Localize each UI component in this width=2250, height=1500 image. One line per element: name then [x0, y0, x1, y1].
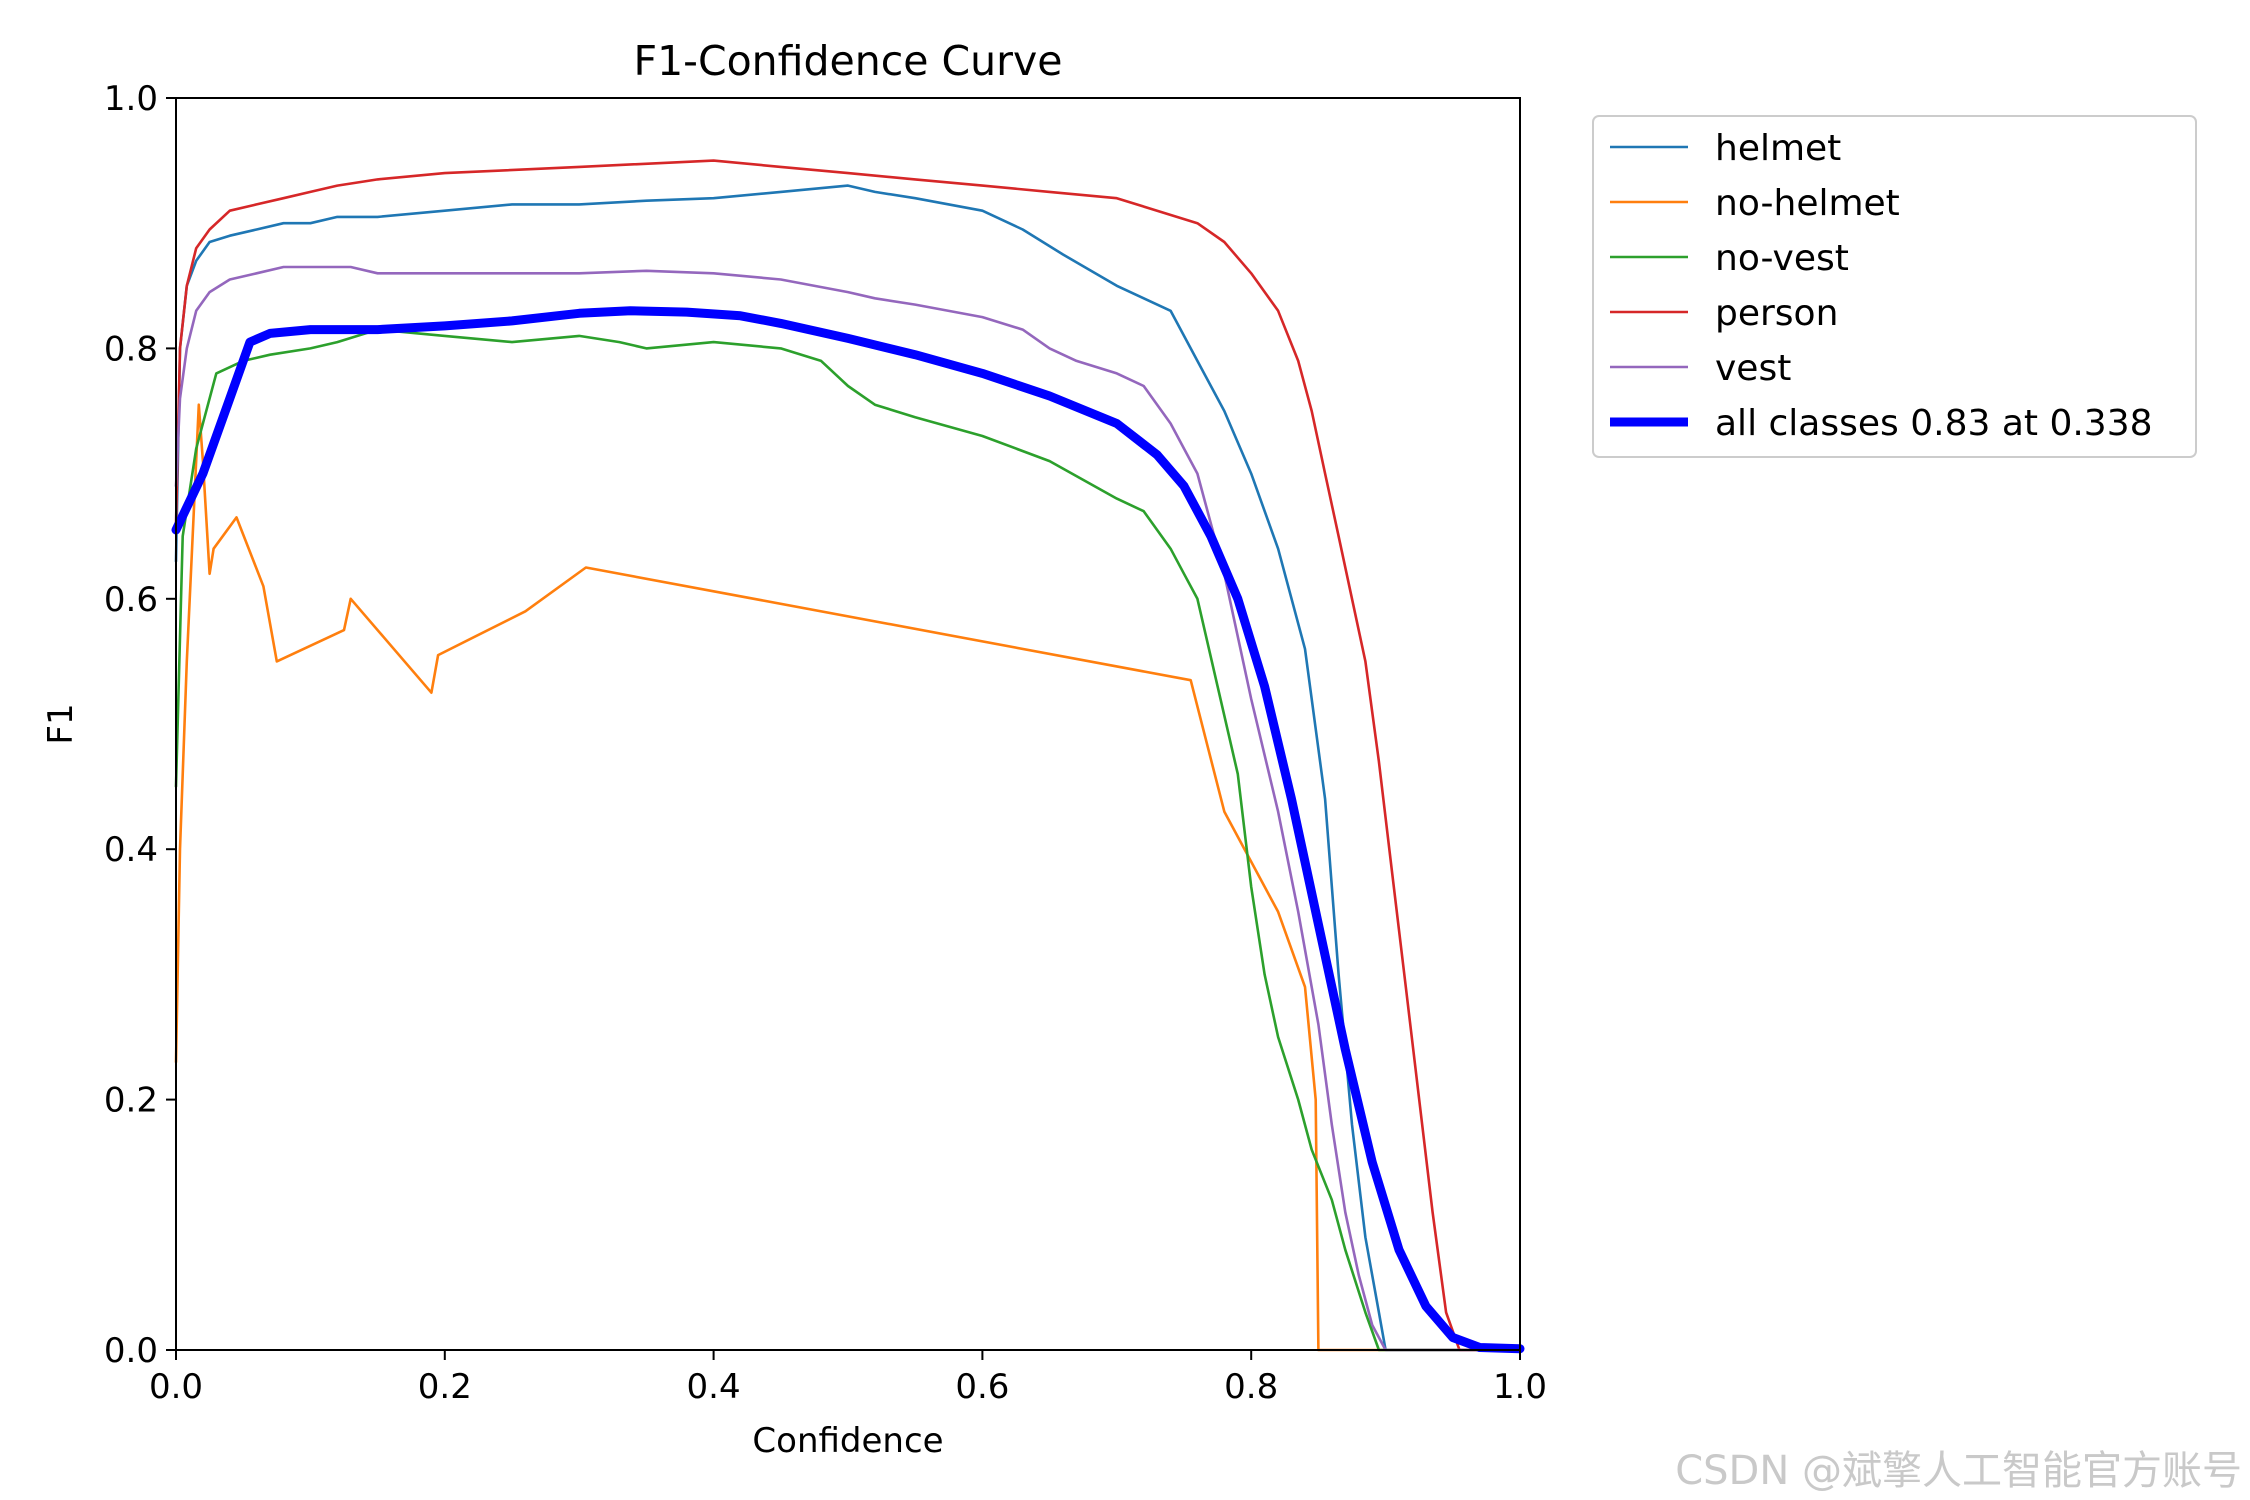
- x-tick-label: 1.0: [1493, 1367, 1547, 1407]
- y-tick-label: 0.2: [104, 1081, 158, 1121]
- legend-label-4: vest: [1715, 348, 1791, 389]
- legend-label-0: helmet: [1715, 128, 1841, 169]
- x-axis-label: Confidence: [752, 1421, 943, 1461]
- x-axis: 0.0 0.2 0.4 0.6 0.8 1.0: [149, 1350, 1547, 1407]
- x-tick-label: 0.4: [687, 1367, 741, 1407]
- series-line-2: [174, 328, 1522, 1352]
- legend-label-1: no-helmet: [1715, 183, 1900, 224]
- y-tick-label: 1.0: [104, 79, 158, 119]
- plot-area-frame: [175, 97, 1521, 1351]
- series-line-5: [171, 306, 1525, 1354]
- y-tick-label: 0.8: [104, 329, 158, 369]
- x-tick-label: 0.2: [418, 1367, 472, 1407]
- x-tick-label: 0.8: [1224, 1367, 1278, 1407]
- watermark: CSDN @斌擎人工智能官方账号: [1675, 1448, 2242, 1494]
- chart-title: F1-Confidence Curve: [634, 37, 1063, 85]
- x-tick-label: 0.0: [149, 1367, 203, 1407]
- legend-frame: [1592, 115, 2197, 458]
- y-tick-label: 0.0: [104, 1331, 158, 1371]
- series-line-3: [174, 159, 1522, 1352]
- y-axis: 0.0 0.2 0.4 0.6 0.8 1.0: [104, 79, 176, 1371]
- legend: helmet no-helmet no-vest person vest all clas…: [1592, 115, 2197, 458]
- series-line-1: [174, 403, 1522, 1352]
- y-axis-label: F1: [41, 703, 81, 744]
- x-tick-label: 0.6: [955, 1367, 1009, 1407]
- y-tick-label: 0.6: [104, 580, 158, 620]
- legend-label-5: all classes 0.83 at 0.338: [1715, 403, 2153, 444]
- series-line-0: [174, 184, 1522, 1352]
- legend-label-3: person: [1715, 293, 1838, 334]
- y-tick-label: 0.4: [104, 830, 158, 870]
- series-line-4: [174, 265, 1522, 1352]
- legend-label-2: no-vest: [1715, 238, 1849, 279]
- plot-lines: [171, 159, 1525, 1354]
